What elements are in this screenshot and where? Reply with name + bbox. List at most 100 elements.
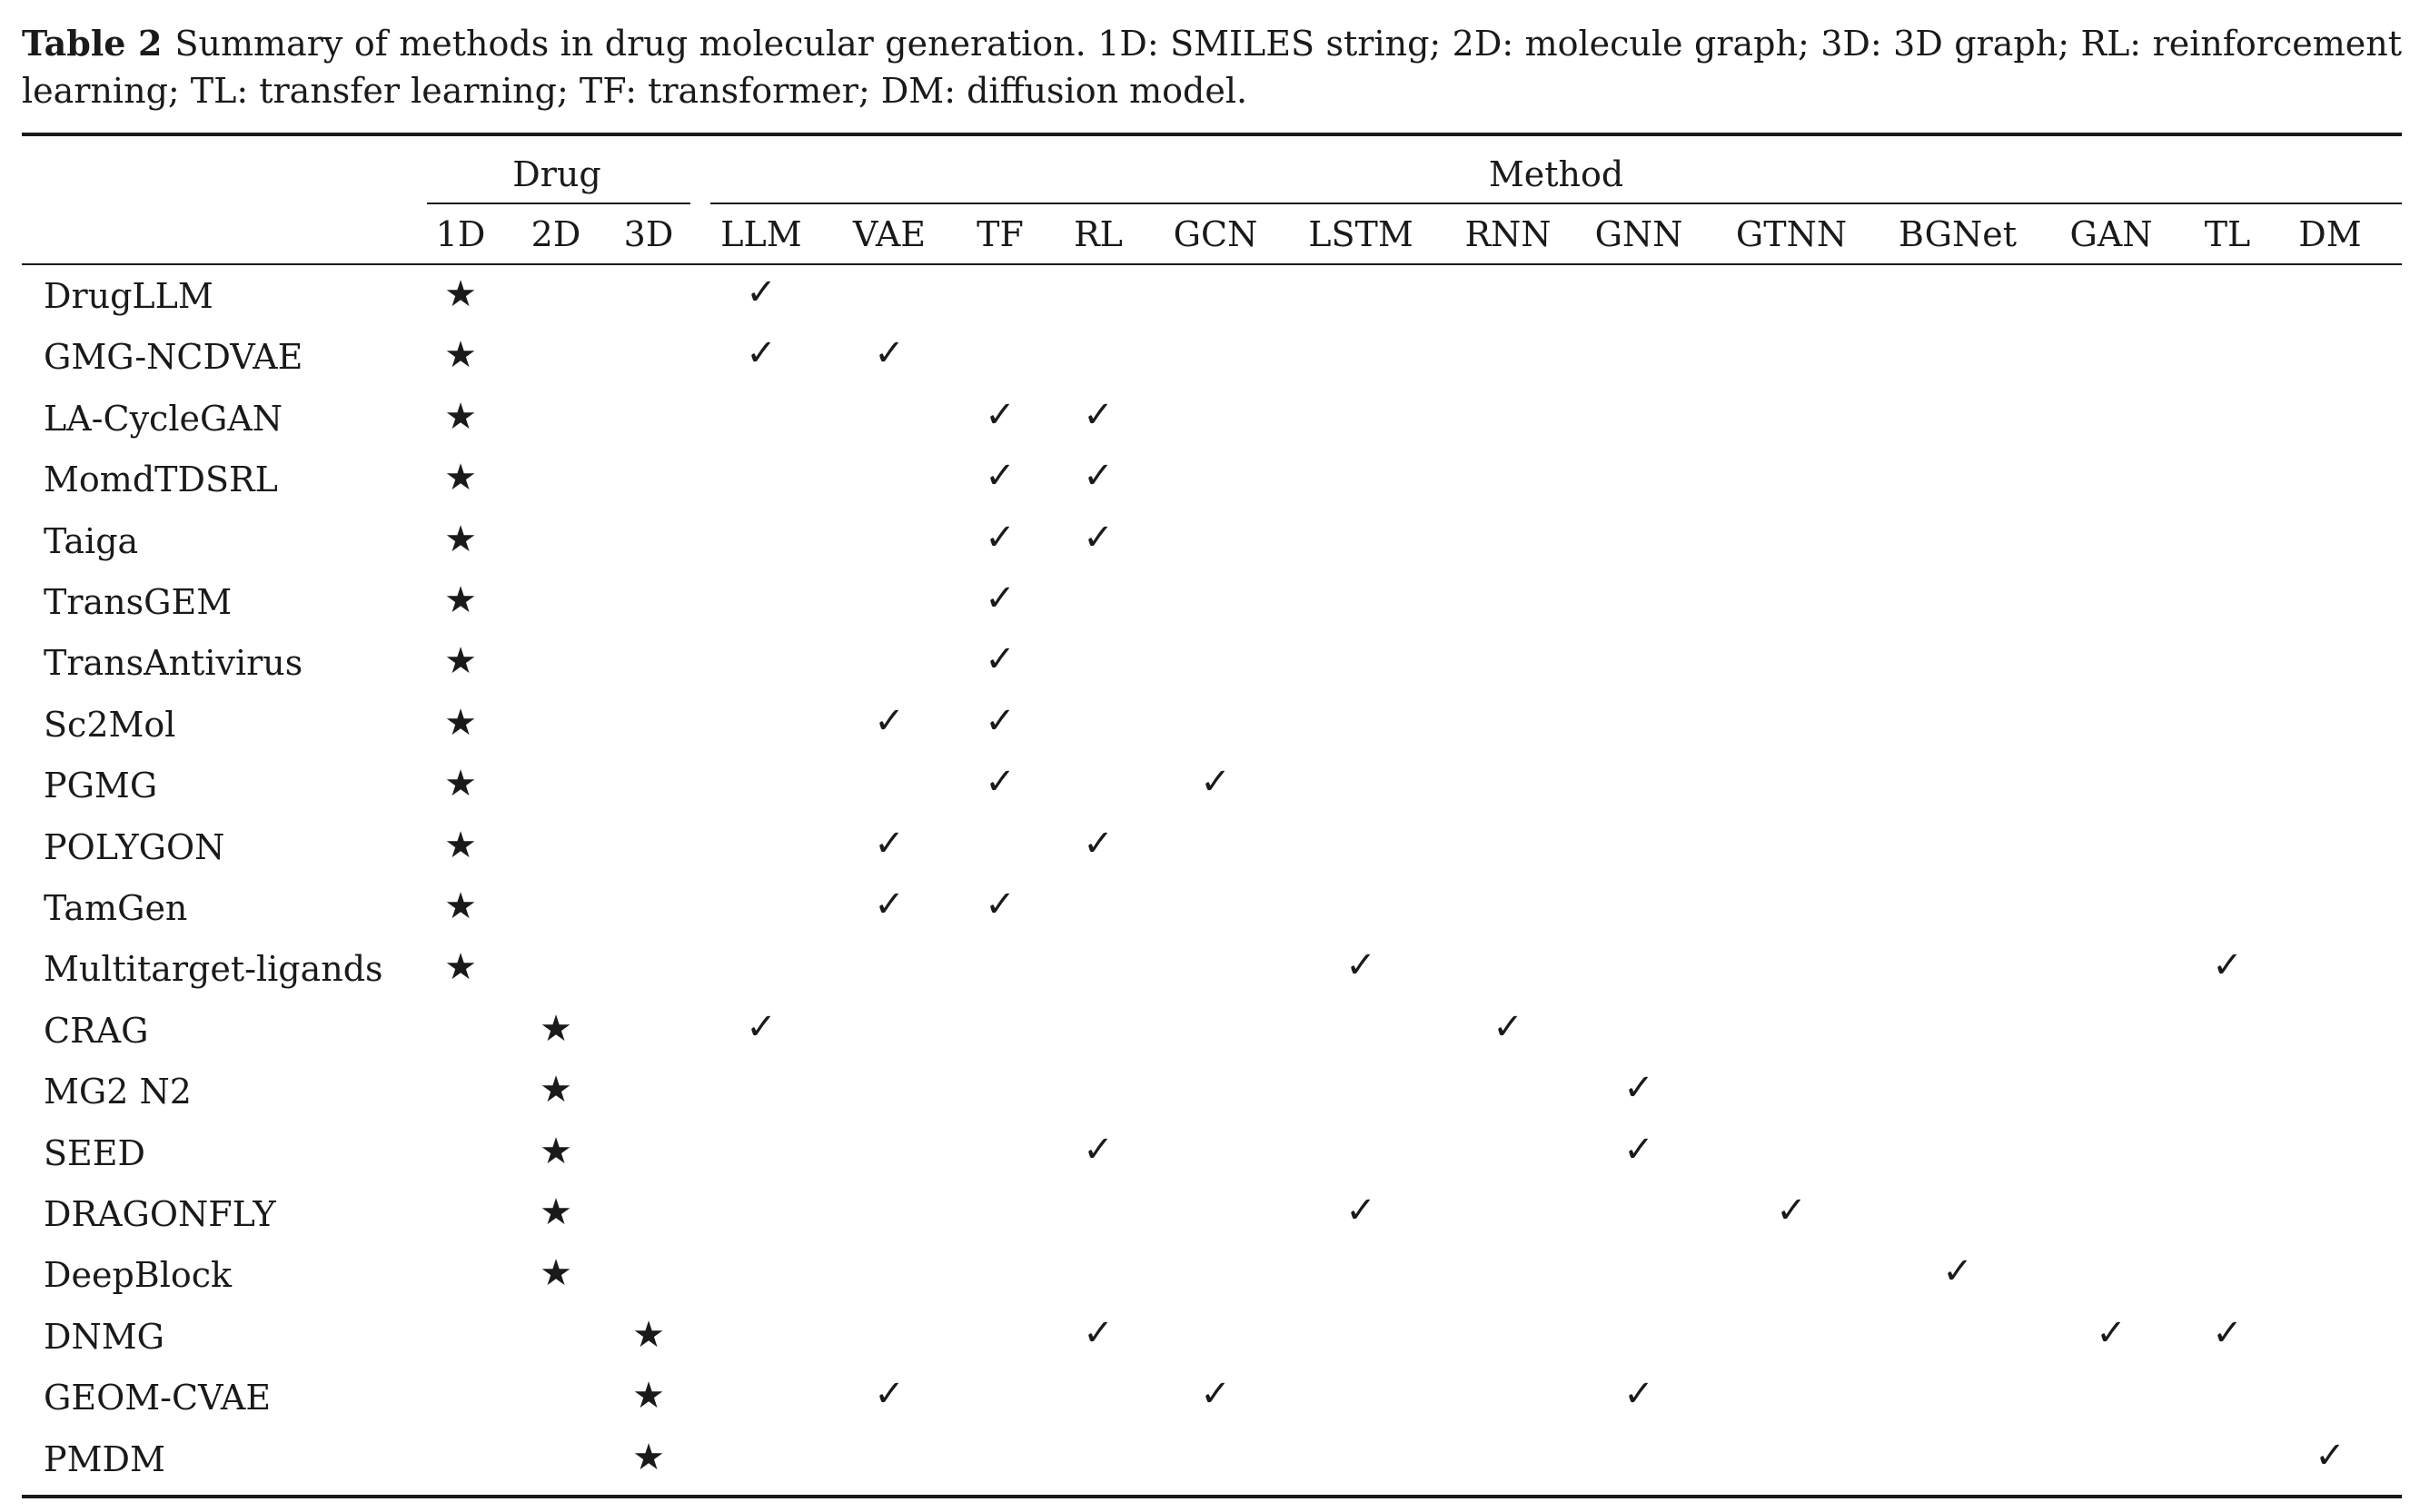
column-header-gnn: GNN <box>1594 214 1683 254</box>
caption-text: Summary of methods in drug molecular gen… <box>22 24 2402 111</box>
check-icon: ✓ <box>2212 1311 2243 1354</box>
check-icon: ✓ <box>2096 1311 2127 1354</box>
star-icon: ★ <box>444 579 477 621</box>
check-icon: ✓ <box>1200 1373 1231 1416</box>
row-name: TransGEM <box>44 582 233 622</box>
column-header-bgnet: BGNet <box>1899 214 2017 254</box>
check-icon: ✓ <box>1083 393 1114 436</box>
check-icon: ✓ <box>874 332 905 375</box>
bottom-rule <box>22 1495 2402 1498</box>
check-icon: ✓ <box>1083 455 1114 498</box>
row-name: DNMG <box>44 1316 164 1357</box>
column-header-gan: GAN <box>2069 214 2153 254</box>
star-icon: ★ <box>540 1069 572 1112</box>
check-icon: ✓ <box>985 455 1016 498</box>
check-icon: ✓ <box>1083 822 1114 865</box>
check-icon: ✓ <box>874 822 905 865</box>
star-icon: ★ <box>540 1130 572 1172</box>
row-name: Taiga <box>44 520 139 561</box>
header-rule <box>22 263 2402 265</box>
row-name: DRAGONFLY <box>44 1194 276 1234</box>
check-icon: ✓ <box>874 1373 905 1416</box>
star-icon: ★ <box>444 273 477 315</box>
star-icon: ★ <box>444 640 477 683</box>
table-caption: Table 2 Summary of methods in drug molecu… <box>22 20 2402 114</box>
check-icon: ✓ <box>1083 516 1114 558</box>
star-icon: ★ <box>444 824 477 866</box>
row-name: DrugLLM <box>44 276 213 316</box>
check-icon: ✓ <box>1083 1128 1114 1171</box>
row-name: MG2 N2 <box>44 1072 192 1112</box>
table-label: Table 2 <box>22 23 163 64</box>
row-name: CRAG <box>44 1010 149 1051</box>
column-header-rnn: RNN <box>1464 214 1552 254</box>
drug-group-header: Drug <box>512 154 601 194</box>
check-icon: ✓ <box>985 884 1016 925</box>
check-icon: ✓ <box>2315 1434 2346 1477</box>
check-icon: ✓ <box>874 699 905 742</box>
star-icon: ★ <box>444 885 477 927</box>
check-icon: ✓ <box>874 884 905 925</box>
column-header-3d: 3D <box>623 214 674 254</box>
method-group-rule <box>710 203 2402 204</box>
row-name: LA-CycleGAN <box>44 398 283 439</box>
check-icon: ✓ <box>1083 1311 1114 1354</box>
star-icon: ★ <box>444 518 477 560</box>
check-icon: ✓ <box>1623 1067 1654 1110</box>
star-icon: ★ <box>444 334 477 377</box>
star-icon: ★ <box>632 1313 665 1356</box>
star-icon: ★ <box>444 946 477 989</box>
check-icon: ✓ <box>1623 1128 1654 1171</box>
row-name: TransAntivirus <box>44 643 303 684</box>
row-name: TamGen <box>44 888 188 928</box>
column-header-tl: TL <box>2204 214 2251 254</box>
check-icon: ✓ <box>985 516 1016 558</box>
row-name: PGMG <box>44 766 158 806</box>
row-name: PMDM <box>44 1438 165 1479</box>
column-header-gtnn: GTNN <box>1735 214 1848 254</box>
check-icon: ✓ <box>1776 1190 1807 1231</box>
row-name: DeepBlock <box>44 1255 233 1296</box>
check-icon: ✓ <box>746 272 777 313</box>
check-icon: ✓ <box>985 761 1016 804</box>
star-icon: ★ <box>632 1375 665 1418</box>
column-header-llm: LLM <box>720 214 802 254</box>
star-icon: ★ <box>540 1191 572 1233</box>
row-name: MomdTDSRL <box>44 460 278 500</box>
drug-group-rule <box>427 203 690 204</box>
column-header-gcn: GCN <box>1173 214 1258 254</box>
row-name: GEOM-CVAE <box>44 1378 272 1418</box>
check-icon: ✓ <box>985 699 1016 742</box>
row-name: Multitarget-ligands <box>44 949 383 990</box>
star-icon: ★ <box>444 763 477 805</box>
check-icon: ✓ <box>1493 1005 1523 1048</box>
check-icon: ✓ <box>985 638 1016 681</box>
check-icon: ✓ <box>1200 761 1231 804</box>
check-icon: ✓ <box>1345 944 1376 987</box>
star-icon: ★ <box>540 1007 572 1050</box>
row-name: POLYGON <box>44 826 225 867</box>
star-icon: ★ <box>444 395 477 438</box>
method-group-header: Method <box>1488 154 1624 194</box>
star-icon: ★ <box>444 701 477 744</box>
check-icon: ✓ <box>1623 1373 1654 1416</box>
top-rule <box>22 133 2402 136</box>
check-icon: ✓ <box>746 332 777 375</box>
column-header-lstm: LSTM <box>1308 214 1413 254</box>
column-header-2d: 2D <box>531 214 581 254</box>
column-header-dm: DM <box>2298 214 2362 254</box>
check-icon: ✓ <box>1942 1250 1973 1293</box>
check-icon: ✓ <box>1345 1190 1376 1231</box>
column-header-vae: VAE <box>852 214 927 254</box>
check-icon: ✓ <box>985 578 1016 619</box>
column-header-tf: TF <box>977 214 1024 254</box>
column-header-rl: RL <box>1074 214 1123 254</box>
star-icon: ★ <box>632 1436 665 1478</box>
row-name: GMG-NCDVAE <box>44 337 303 378</box>
row-name: Sc2Mol <box>44 704 176 745</box>
column-header-1d: 1D <box>435 214 486 254</box>
star-icon: ★ <box>540 1252 572 1295</box>
check-icon: ✓ <box>2212 944 2243 987</box>
check-icon: ✓ <box>746 1005 777 1048</box>
star-icon: ★ <box>444 457 477 499</box>
